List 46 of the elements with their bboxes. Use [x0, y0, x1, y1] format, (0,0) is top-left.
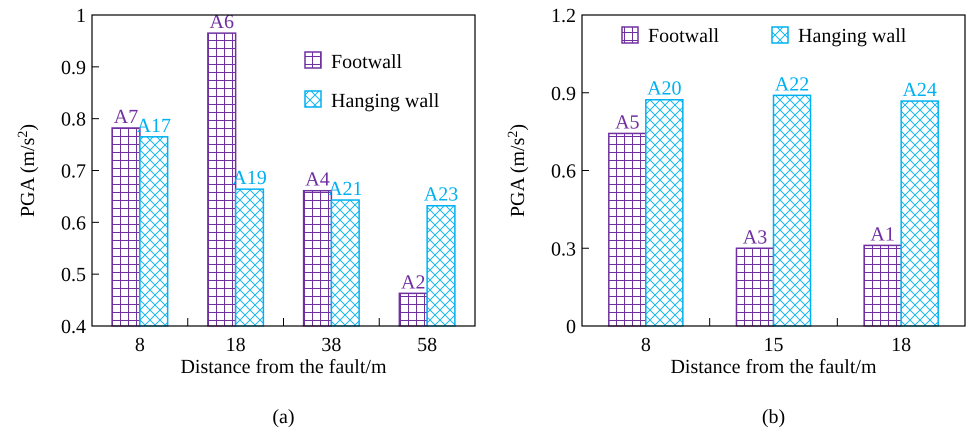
data-label: A22 — [774, 73, 810, 96]
text: (a) — [272, 406, 295, 428]
data-label: A5 — [615, 111, 640, 134]
x-tick-label: 8 — [134, 334, 145, 356]
data-label: A23 — [424, 184, 458, 206]
x-axis-title: Distance from the fault/m — [670, 356, 877, 378]
text: (b) — [762, 406, 786, 428]
y-tick-label: 0.4 — [61, 316, 86, 338]
data-label: A4 — [305, 168, 330, 191]
y-tick-label: 0.5 — [61, 264, 86, 286]
y-tick-label: 0.6 — [551, 160, 576, 182]
y-tick-label: 1 — [76, 5, 86, 27]
x-tick-label: 15 — [764, 334, 784, 356]
bar — [645, 99, 684, 327]
y-tick-label: 0.8 — [61, 108, 86, 131]
x-tick-label: 18 — [226, 334, 246, 356]
data-label: A7 — [114, 106, 138, 128]
y-tick-label: 0.3 — [551, 238, 576, 260]
legend-label: Hanging wall — [331, 90, 440, 112]
y-tick-label: 0.9 — [61, 56, 86, 79]
y-tick-label: 1.2 — [551, 5, 576, 27]
bar — [863, 244, 902, 327]
data-label: A2 — [401, 271, 426, 294]
y-tick-label: 0 — [566, 316, 576, 338]
y-tick-label: 0.6 — [61, 212, 86, 234]
data-label: A3 — [742, 226, 768, 248]
legend-label: Footwall — [648, 25, 720, 47]
data-label: A1 — [870, 223, 895, 246]
bar — [772, 94, 812, 327]
y-tick-label: 0.7 — [61, 160, 86, 182]
legend-label: Footwall — [331, 51, 403, 73]
x-tick-label: 8 — [640, 334, 651, 356]
x-tick-label: 38 — [321, 334, 342, 356]
data-label: A24 — [902, 79, 937, 102]
x-axis-title: Distance from the fault/m — [180, 356, 387, 378]
bar — [736, 248, 774, 327]
bar — [608, 132, 647, 327]
bar — [900, 100, 939, 327]
data-label: A6 — [210, 11, 234, 34]
legend-label: Hanging wall — [798, 25, 907, 47]
data-label: A17 — [136, 114, 171, 137]
x-tick-label: 18 — [891, 334, 912, 356]
data-label: A21 — [328, 178, 362, 200]
data-label: A20 — [647, 78, 682, 100]
x-tick-label: 58 — [417, 334, 438, 356]
y-tick-label: 0.9 — [551, 82, 576, 105]
